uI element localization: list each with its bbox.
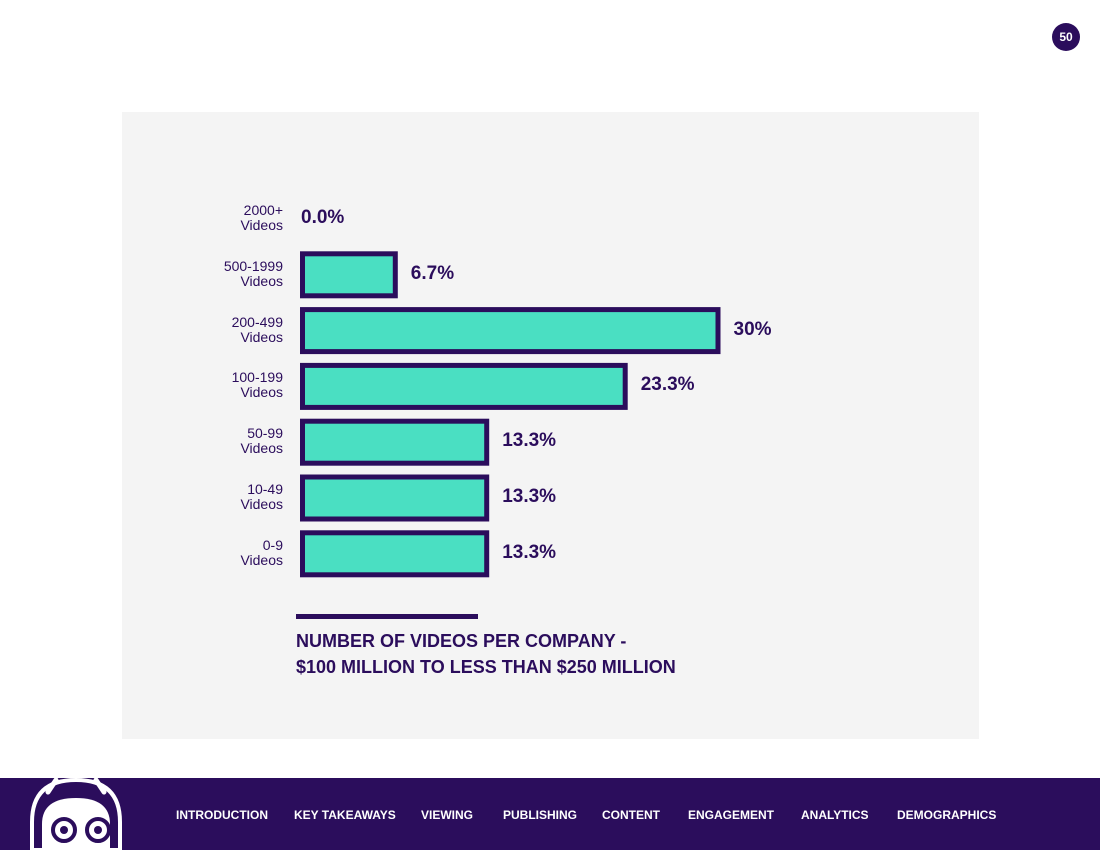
bar	[300, 474, 490, 522]
value-label: 6.7%	[410, 262, 455, 284]
bar	[300, 307, 721, 355]
chart-title-line-1: NUMBER OF VIDEOS PER COMPANY -	[296, 631, 627, 651]
chart-title-line-2: $100 MILLION TO LESS THAN $250 MILLION	[296, 657, 676, 677]
bar	[300, 251, 398, 299]
category-label-unit: Videos	[240, 551, 283, 568]
category-label-unit: Videos	[240, 217, 283, 233]
category-label: 50-99 Videos	[163, 426, 283, 456]
nav-item-introduction[interactable]: INTRODUCTION	[176, 808, 268, 822]
category-label: 2000+ Videos	[163, 203, 283, 233]
footer-nav-bar: INTRODUCTION KEY TAKEAWAYS VIEWING PUBLISHI…	[0, 778, 1100, 850]
nav-item-key-takeaways[interactable]: KEY TAKEAWAYS	[294, 808, 396, 822]
bar	[300, 530, 490, 578]
category-label-unit: Videos	[240, 440, 283, 457]
bar	[300, 362, 628, 410]
title-rule	[296, 614, 478, 619]
category-label: 0-9 Videos	[163, 536, 283, 568]
page-number-badge: 50	[1052, 23, 1080, 51]
value-label: 30%	[733, 318, 772, 340]
robot-mascot-icon	[30, 778, 122, 850]
nav-item-publishing[interactable]: PUBLISHING	[503, 808, 578, 822]
value-label: 13.3%	[502, 430, 557, 452]
category-label-range: 50-99	[247, 425, 283, 442]
category-label: 500-1999 Videos	[163, 257, 283, 289]
value-label: 0.0%	[301, 207, 345, 228]
chart-title: NUMBER OF VIDEOS PER COMPANY - $100 MILL…	[296, 628, 676, 680]
category-label-range: 0-9	[262, 536, 283, 553]
category-label-range: 200-499	[231, 313, 283, 330]
category-label-unit: Videos	[240, 384, 283, 401]
category-label: 10-49 Videos	[163, 482, 283, 512]
footer-nav: INTRODUCTION KEY TAKEAWAYS VIEWING PUBLISHI…	[0, 778, 1100, 850]
nav-item-engagement[interactable]: ENGAGEMENT	[688, 808, 775, 822]
bar	[300, 418, 490, 466]
nav-item-analytics[interactable]: ANALYTICS	[801, 808, 869, 822]
bar-chart	[300, 251, 721, 578]
value-label: 23.3%	[640, 374, 695, 396]
category-label: 100-199 Videos	[163, 370, 283, 400]
value-label: 13.3%	[502, 486, 557, 507]
category-label-unit: Videos	[240, 272, 283, 289]
value-label: 13.3%	[502, 541, 557, 563]
nav-item-demographics[interactable]: DEMOGRAPHICS	[897, 808, 997, 822]
category-label: 200-499 Videos	[163, 313, 283, 345]
category-label-unit: Videos	[240, 496, 283, 512]
category-label-range: 2000+	[243, 202, 283, 218]
category-label-range: 100-199	[231, 369, 283, 386]
category-label-range: 500-1999	[223, 257, 283, 274]
category-label-range: 10-49	[247, 481, 283, 497]
nav-item-viewing[interactable]: VIEWING	[421, 808, 474, 822]
chart-panel: 2000+ Videos 0.0% 500-1999 Videos 6.7% 200-499…	[122, 112, 979, 739]
nav-item-content[interactable]: CONTENT	[602, 808, 660, 822]
category-label-unit: Videos	[240, 328, 283, 345]
